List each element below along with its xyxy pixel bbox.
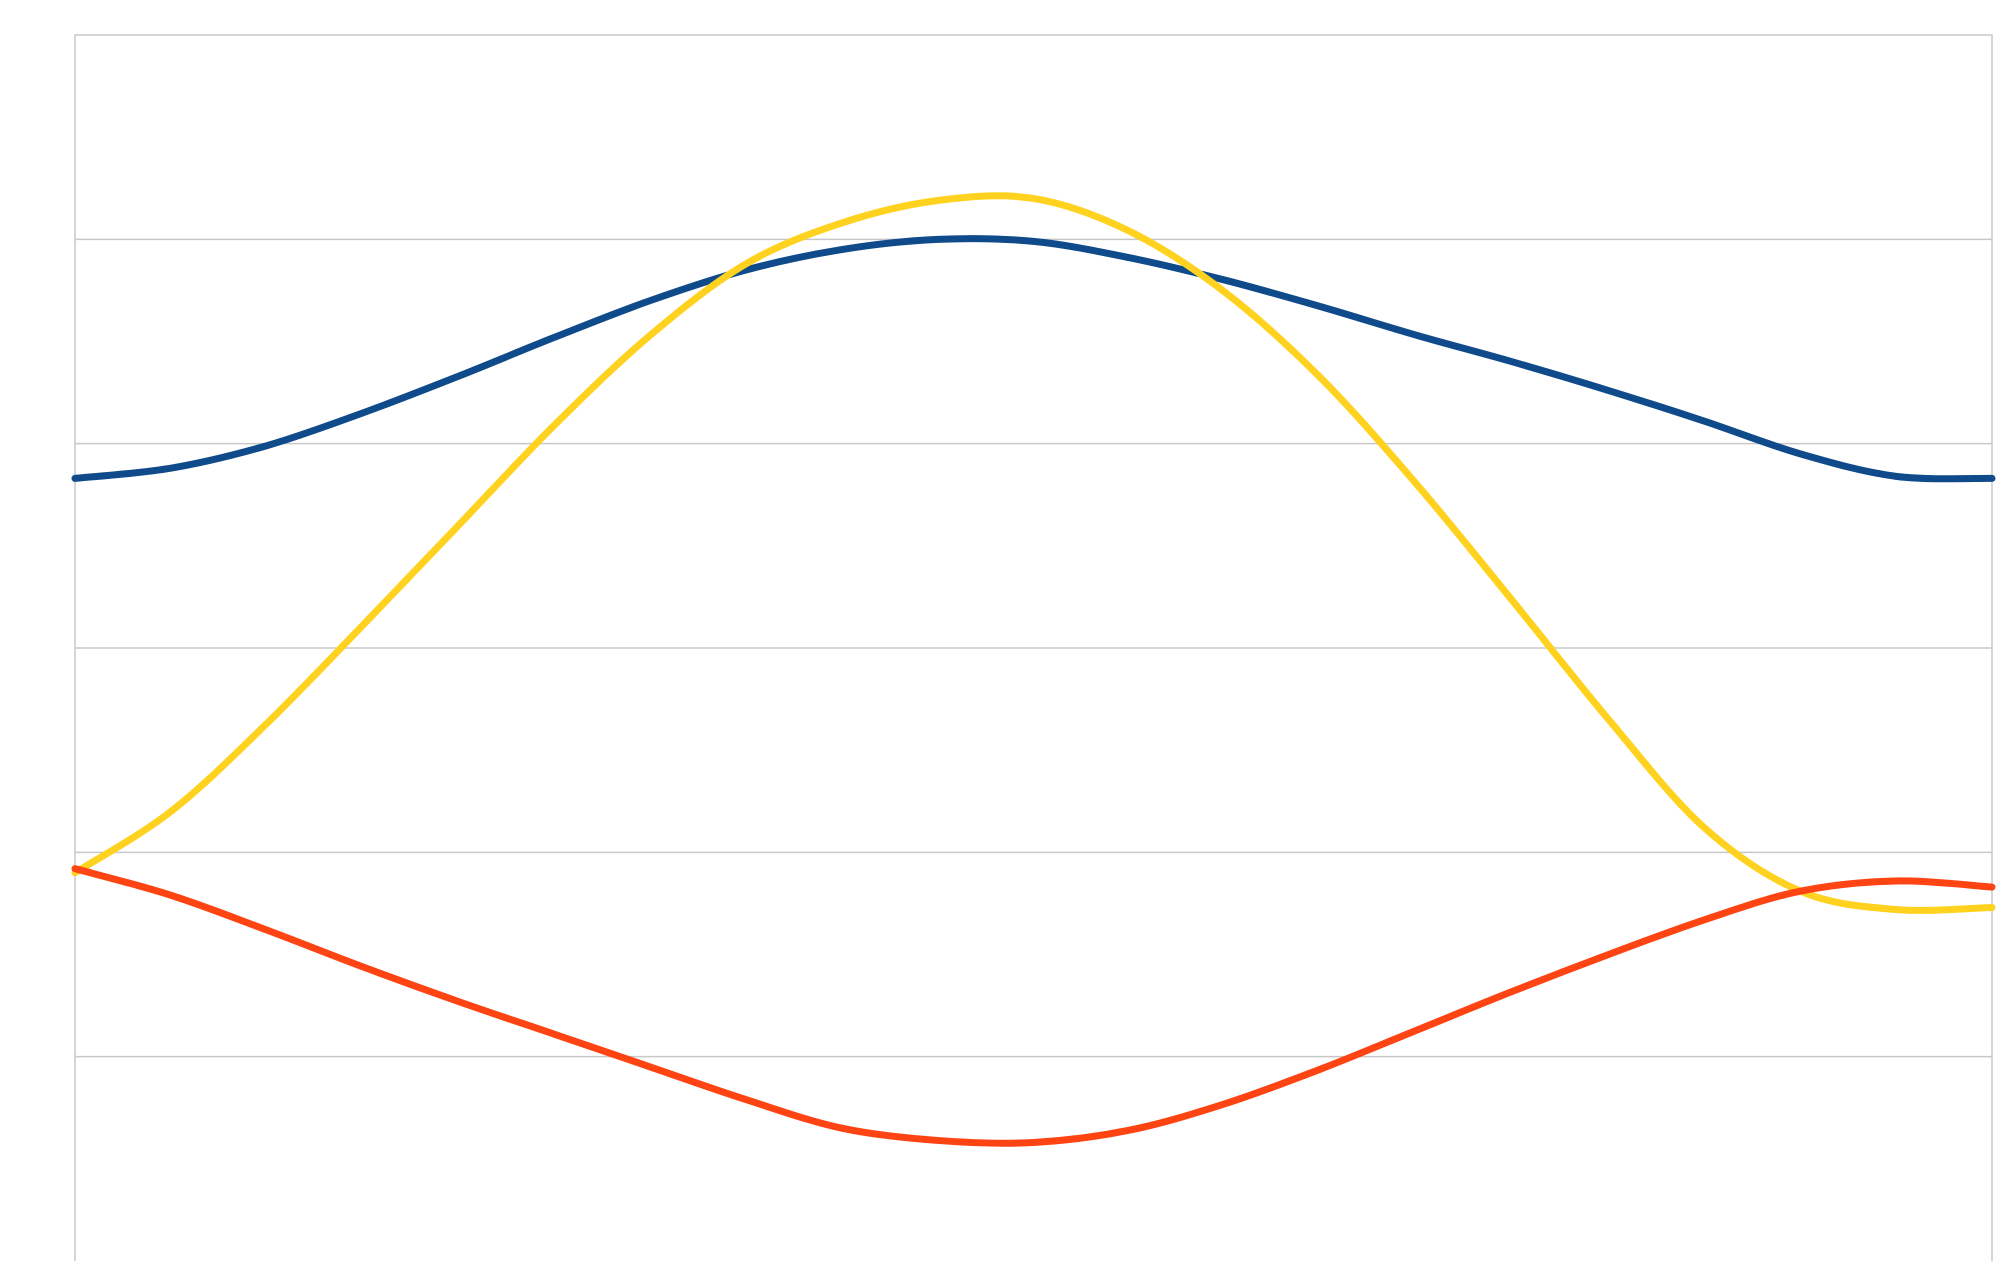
plot-border bbox=[74, 34, 1993, 1261]
plot-frame bbox=[74, 34, 1993, 1261]
series-line-red bbox=[71, 865, 1996, 1147]
series-line-blue bbox=[71, 235, 1996, 483]
series-line-yellow bbox=[71, 192, 1996, 914]
series-lines bbox=[71, 192, 1996, 1147]
